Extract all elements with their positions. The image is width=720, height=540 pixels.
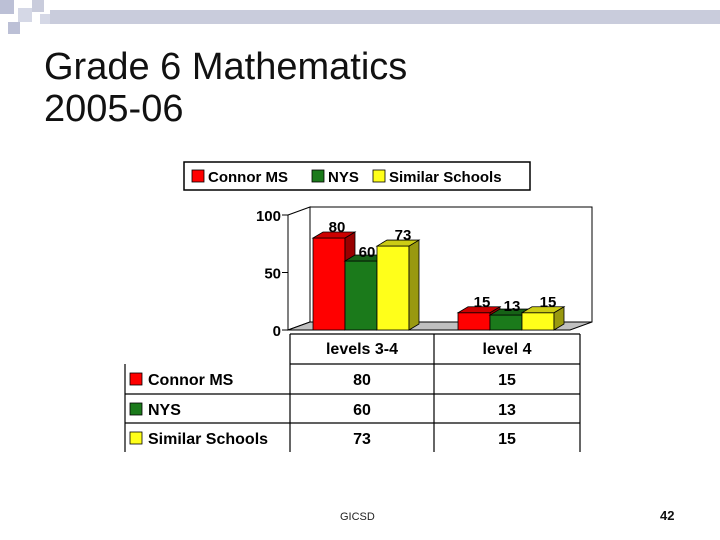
table-cell: 13 (498, 402, 516, 419)
bar-value-label: 80 (329, 219, 346, 236)
y-tick-label: 100 (256, 208, 281, 225)
bar-value-label: 15 (540, 294, 557, 311)
footer-text: GICSD (340, 511, 375, 523)
data-table: levels 3-4 level 4 Connor MS 80 15 NYS 60 13 Sim… (124, 333, 581, 452)
table-row-label: Connor MS (148, 372, 234, 389)
table-cell: 80 (353, 372, 371, 389)
title-line-1: Grade 6 Mathematics (44, 46, 408, 88)
legend-swatch-connor (191, 169, 205, 183)
y-tick-label: 0 (273, 323, 281, 340)
legend-swatch-similar (372, 169, 386, 183)
bar-labels: 80 60 73 15 13 15 (329, 219, 557, 315)
legend-swatch-nys (311, 169, 325, 183)
y-axis: 0 50 100 (256, 208, 289, 340)
bar (376, 245, 410, 331)
bar (312, 237, 346, 331)
deco-square (0, 0, 14, 14)
bar-top (375, 239, 421, 247)
side-wall (287, 206, 311, 331)
bar-top (311, 231, 357, 239)
table-row-label: NYS (148, 402, 181, 419)
y-tick-label: 50 (264, 266, 281, 283)
slide-title: Grade 6 Mathematics 2005-06 (44, 46, 407, 130)
bar (489, 314, 523, 331)
legend: Connor MS NYS Similar Schools (183, 161, 531, 191)
deco-square (40, 14, 50, 24)
table-cell: 73 (353, 431, 371, 448)
bar-value-label: 15 (474, 294, 491, 311)
bar-value-label: 73 (395, 227, 412, 244)
title-line-2: 2005-06 (44, 88, 184, 130)
table-column-header: levels 3-4 (326, 341, 398, 358)
legend-label-nys: NYS (328, 169, 359, 186)
legend-frame (183, 161, 531, 191)
bar-top (520, 306, 566, 314)
legend-label-connor: Connor MS (208, 169, 288, 186)
bar-value-label: 13 (504, 298, 521, 315)
table-cell: 60 (353, 402, 371, 419)
bars (311, 231, 566, 331)
bar-top (456, 306, 502, 314)
bar-value-label: 60 (359, 244, 376, 261)
table-column-header: level 4 (483, 341, 532, 358)
table-cell: 15 (498, 372, 516, 389)
deco-band (50, 10, 720, 24)
page-number: 42 (660, 508, 675, 523)
bar (457, 312, 491, 331)
bar (521, 312, 555, 331)
decorative-header (0, 0, 720, 34)
deco-square (8, 22, 20, 34)
table-row-swatch (129, 402, 143, 416)
table-row-swatch (129, 431, 143, 445)
bar-side (408, 239, 420, 331)
deco-square (32, 0, 44, 12)
legend-label-similar: Similar Schools (389, 169, 502, 186)
bar (344, 260, 378, 331)
table-row-swatch (129, 372, 143, 386)
table-cell: 15 (498, 431, 516, 448)
table-row-label: Similar Schools (148, 431, 268, 448)
deco-square (18, 8, 32, 22)
